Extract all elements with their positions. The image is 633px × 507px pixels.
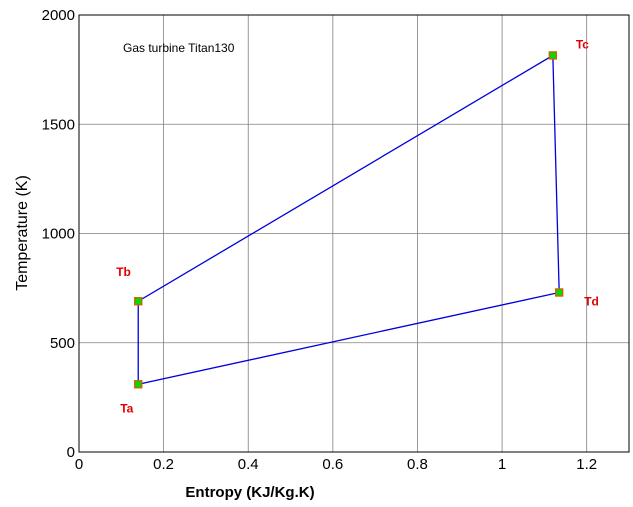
point-marker-ta: [134, 380, 143, 389]
x-tick-label: 1: [498, 456, 506, 473]
x-tick-label: 0.8: [407, 456, 428, 473]
y-tick-label: 0: [67, 444, 75, 461]
y-axis-label: Temperature (K): [14, 175, 31, 291]
x-tick-label: 0: [75, 456, 83, 473]
point-marker-td: [554, 288, 564, 297]
chart-annotation: Gas turbine Titan130: [123, 41, 235, 55]
point-label-tc: Tc: [576, 37, 589, 51]
point-label-td: Td: [584, 294, 599, 308]
cycle-points: [134, 51, 564, 389]
x-tick-labels: 0 0.2 0.4 0.6 0.8 1 1.2: [75, 456, 597, 473]
point-label-ta: Ta: [120, 401, 133, 415]
x-axis-label: Entropy (KJ/Kg.K): [185, 484, 314, 501]
plot-frame: [78, 14, 630, 453]
x-tick-label: 0.6: [322, 456, 343, 473]
y-tick-label: 1500: [42, 116, 75, 133]
point-marker-tb: [134, 297, 143, 306]
grid-lines: [79, 15, 629, 452]
x-tick-label: 1.2: [576, 456, 597, 473]
y-tick-label: 500: [50, 335, 75, 352]
y-tick-label: 2000: [42, 7, 75, 24]
y-tick-labels: 0 500 1000 1500 2000: [42, 7, 75, 461]
x-tick-label: 0.2: [153, 456, 174, 473]
point-marker-tc: [548, 51, 558, 60]
x-tick-label: 0.4: [238, 456, 259, 473]
point-labels: Ta Tb Tc Td: [116, 37, 599, 415]
y-tick-label: 1000: [42, 226, 75, 243]
point-label-tb: Tb: [116, 265, 131, 279]
cycle-series-line: [137, 54, 560, 386]
